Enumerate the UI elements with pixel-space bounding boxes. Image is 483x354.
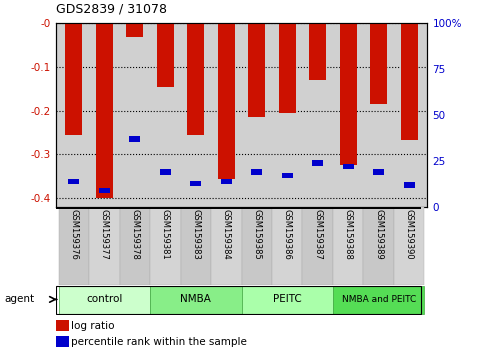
Bar [58,207,89,285]
Bar [96,23,113,198]
Bar [309,23,326,80]
Bar [248,23,265,117]
Bar [333,207,363,285]
Bar [157,23,174,87]
Text: log ratio: log ratio [71,321,114,331]
Bar [56,320,69,331]
Bar [333,286,425,314]
Bar [89,207,120,285]
Text: GSM159388: GSM159388 [344,210,353,260]
Bar [394,207,425,285]
Text: GSM159381: GSM159381 [161,210,170,260]
Text: GSM159378: GSM159378 [130,210,139,260]
Bar [221,179,232,184]
Bar [127,23,143,37]
Text: percentile rank within the sample: percentile rank within the sample [71,337,247,347]
Text: GSM159386: GSM159386 [283,210,292,260]
Bar [129,136,140,142]
Bar [99,188,110,193]
Bar [190,181,201,186]
Bar [401,23,417,141]
Bar [181,207,211,285]
Bar [272,207,302,285]
Bar [187,23,204,135]
Text: GSM159385: GSM159385 [252,210,261,260]
Bar [150,286,242,314]
Bar [279,23,296,113]
Bar [242,207,272,285]
Bar [340,23,356,165]
Text: GDS2839 / 31078: GDS2839 / 31078 [56,3,167,16]
Bar [120,207,150,285]
Text: control: control [86,295,123,304]
Bar [282,173,293,178]
Bar [404,182,414,188]
Bar [370,23,387,104]
Bar [363,207,394,285]
Text: NMBA and PEITC: NMBA and PEITC [341,295,416,304]
Bar [56,207,421,210]
Bar [313,160,323,166]
Text: GSM159377: GSM159377 [100,210,109,260]
Bar [373,170,384,175]
Text: GSM159383: GSM159383 [191,210,200,260]
Bar [69,179,79,184]
Bar [58,286,150,314]
Bar [343,164,354,169]
Bar [242,286,333,314]
Text: GSM159389: GSM159389 [374,210,383,260]
Text: GSM159390: GSM159390 [405,210,413,260]
Text: GSM159376: GSM159376 [70,210,78,260]
Text: NMBA: NMBA [180,295,211,304]
Bar [302,207,333,285]
Bar [211,207,242,285]
Text: agent: agent [5,295,35,304]
Bar [160,170,170,175]
Bar [251,170,262,175]
Bar [150,207,181,285]
Text: GSM159384: GSM159384 [222,210,231,260]
Text: GSM159387: GSM159387 [313,210,322,260]
Text: PEITC: PEITC [273,295,301,304]
Bar [66,23,82,135]
Bar [218,23,235,179]
Bar [56,336,69,347]
